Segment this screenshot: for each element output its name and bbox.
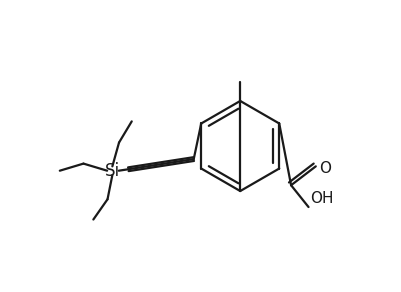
Text: O: O — [318, 161, 330, 176]
Text: Si: Si — [105, 162, 119, 180]
Text: OH: OH — [309, 191, 332, 206]
